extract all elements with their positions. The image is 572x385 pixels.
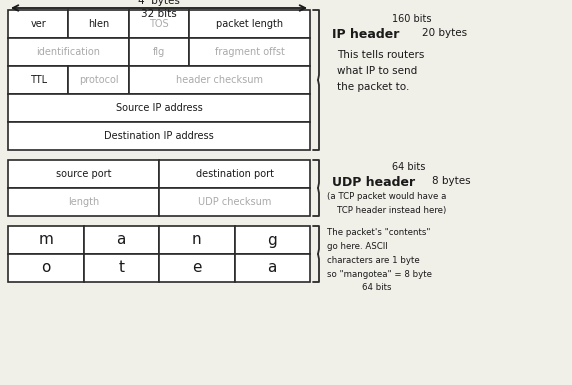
Text: Destination IP address: Destination IP address — [104, 131, 214, 141]
Bar — [159, 160, 310, 188]
Text: a: a — [117, 233, 126, 248]
Text: 4  bytes: 4 bytes — [138, 0, 180, 6]
Text: source port: source port — [55, 169, 111, 179]
Text: UDP header: UDP header — [332, 176, 415, 189]
Text: 160 bits: 160 bits — [392, 14, 431, 24]
Text: go here. ASCII: go here. ASCII — [327, 242, 388, 251]
Text: 32 bits: 32 bits — [141, 9, 177, 19]
Text: 64 bits: 64 bits — [362, 283, 391, 292]
Bar — [235, 226, 310, 254]
Text: hlen: hlen — [88, 19, 109, 29]
Bar — [159, 226, 235, 254]
Bar — [84, 226, 159, 254]
Text: destination port: destination port — [196, 169, 273, 179]
Text: 64 bits: 64 bits — [392, 162, 426, 172]
Bar — [8, 160, 159, 188]
Bar — [8, 188, 159, 216]
Bar — [8, 122, 310, 150]
Text: TCP header instead here): TCP header instead here) — [337, 206, 446, 215]
Bar — [8, 10, 69, 38]
Text: Source IP address: Source IP address — [116, 103, 202, 113]
Bar — [69, 10, 129, 38]
Bar — [189, 10, 310, 38]
Text: The packet's "contents": The packet's "contents" — [327, 228, 431, 237]
Text: characters are 1 byte: characters are 1 byte — [327, 256, 420, 265]
Text: This tells routers: This tells routers — [337, 50, 424, 60]
Text: e: e — [192, 261, 201, 276]
Bar — [8, 94, 310, 122]
Text: UDP checksum: UDP checksum — [198, 197, 271, 207]
Text: flg: flg — [153, 47, 165, 57]
Text: length: length — [68, 197, 99, 207]
Bar — [8, 226, 84, 254]
Bar — [84, 254, 159, 282]
Bar — [129, 38, 189, 66]
Text: n: n — [192, 233, 201, 248]
Text: TTL: TTL — [30, 75, 47, 85]
Text: packet length: packet length — [216, 19, 283, 29]
Bar — [129, 66, 310, 94]
Bar — [69, 66, 129, 94]
Bar — [129, 10, 189, 38]
Text: a: a — [268, 261, 277, 276]
Text: the packet to.: the packet to. — [337, 82, 410, 92]
Text: TOS: TOS — [149, 19, 169, 29]
Bar — [235, 254, 310, 282]
Bar — [189, 38, 310, 66]
Text: ver: ver — [30, 19, 46, 29]
Bar — [159, 188, 310, 216]
Bar — [8, 66, 69, 94]
Bar — [8, 38, 129, 66]
Text: 8 bytes: 8 bytes — [432, 176, 471, 186]
Text: protocol: protocol — [79, 75, 118, 85]
Text: g: g — [267, 233, 277, 248]
Text: identification: identification — [37, 47, 101, 57]
Text: 20 bytes: 20 bytes — [422, 28, 467, 38]
Text: IP header: IP header — [332, 28, 399, 41]
Bar — [159, 254, 235, 282]
Text: fragment offst: fragment offst — [214, 47, 284, 57]
Bar — [8, 254, 84, 282]
Text: (a TCP packet would have a: (a TCP packet would have a — [327, 192, 446, 201]
Text: so "mangotea" = 8 byte: so "mangotea" = 8 byte — [327, 270, 432, 279]
Text: header checksum: header checksum — [176, 75, 263, 85]
Text: what IP to send: what IP to send — [337, 66, 417, 76]
Text: m: m — [38, 233, 53, 248]
Text: o: o — [41, 261, 50, 276]
Text: t: t — [118, 261, 124, 276]
